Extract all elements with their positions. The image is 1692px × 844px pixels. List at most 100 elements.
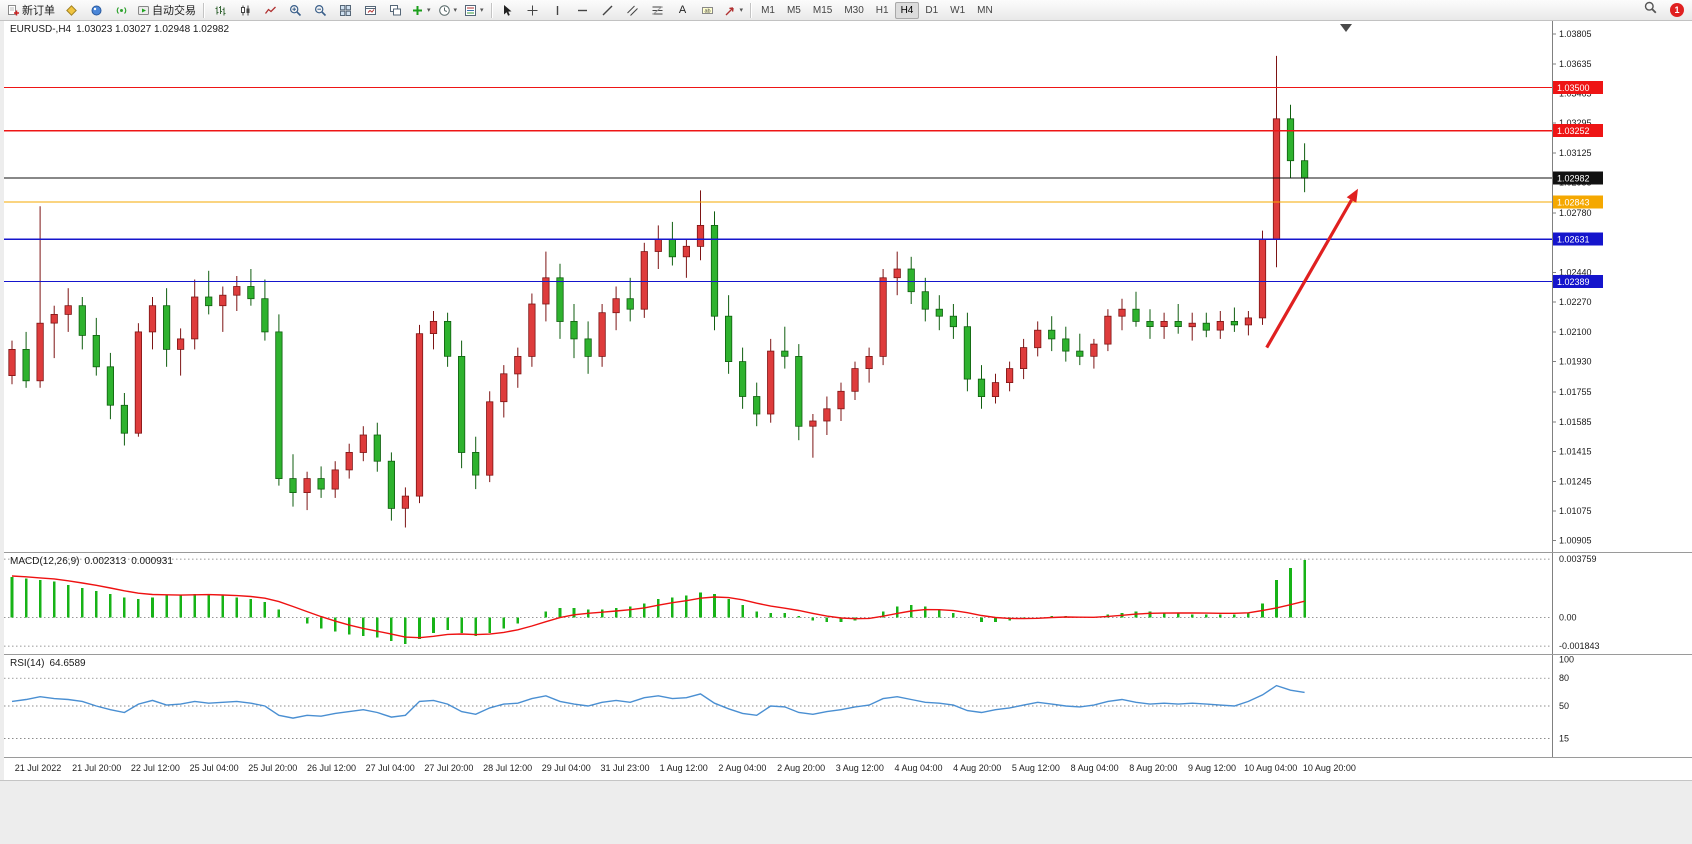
bars-chart-button[interactable] (208, 0, 232, 20)
search-button[interactable] (1638, 0, 1662, 20)
candlestick-series (8, 55, 1309, 528)
svg-text:1.01075: 1.01075 (1559, 506, 1592, 516)
svg-text:1.03805: 1.03805 (1559, 29, 1592, 39)
timeframe-button-h4[interactable]: H4 (894, 1, 920, 19)
candles-icon (240, 5, 249, 15)
text-button-label: A (678, 4, 687, 16)
new-order-icon (8, 4, 19, 15)
svg-text:1.01245: 1.01245 (1559, 476, 1592, 486)
layouts-button[interactable] (84, 0, 108, 20)
rsi-indicator-panel: 100 80 50 15 RSI(14) 64.6589 (4, 655, 1692, 758)
crosshair-icon (527, 5, 538, 15)
time-axis-label: 21 Jul 2022 (14, 763, 62, 773)
timeframe-button-w1[interactable]: W1 (950, 4, 966, 16)
cursor-icon (504, 4, 512, 16)
fibonacci-button[interactable] (646, 0, 670, 20)
time-axis-label: 29 Jul 04:00 (541, 763, 591, 773)
svg-text:15: 15 (1559, 734, 1569, 744)
timeframe-button-d1[interactable]: D1 (925, 4, 939, 16)
channel-icon (627, 5, 638, 16)
svg-text:1.02631: 1.02631 (1557, 235, 1590, 245)
new-order-button[interactable]: 新订单 (4, 0, 58, 20)
autotrading-button[interactable]: 自动交易 (134, 0, 199, 20)
zoom-in-icon (289, 4, 301, 16)
clock-icon (438, 4, 450, 16)
zoom-in-button[interactable] (283, 0, 307, 20)
arrows-button[interactable]: ▾ (721, 0, 747, 20)
chart-window: 1.038051.036351.034651.032951.031251.029… (4, 21, 1692, 780)
indicators-button[interactable]: ▾ (408, 0, 434, 20)
time-axis-label: 22 Jul 12:00 (130, 763, 180, 773)
time-axis-label: 2 Aug 20:00 (777, 763, 826, 773)
metaeditor-icon (65, 4, 77, 16)
autotrading-button-label: 自动交易 (152, 5, 196, 17)
chart-shift-marker[interactable] (1340, 24, 1352, 32)
layouts-icon (91, 5, 101, 15)
fibonacci-icon (652, 5, 663, 15)
timeframe-button-mn[interactable]: MN (977, 4, 993, 16)
timeframe-button-m15[interactable]: M15 (812, 4, 833, 16)
time-axis-label: 25 Jul 04:00 (189, 763, 239, 773)
toolbar-right-cluster: 1 (1638, 0, 1688, 20)
svg-text:100: 100 (1559, 655, 1574, 665)
time-axis-label: 3 Aug 12:00 (835, 763, 884, 773)
time-axis-label: 25 Jul 20:00 (248, 763, 298, 773)
metaeditor-button[interactable] (59, 0, 83, 20)
auto-arrange-button[interactable] (358, 0, 382, 20)
time-axis[interactable]: 21 Jul 2022 21 Jul 20:00 22 Jul 12:00 25 Ju… (4, 758, 1692, 780)
time-axis-label: 10 Aug 04:00 (1244, 763, 1298, 773)
trend-arrow-annotation[interactable] (1265, 188, 1358, 349)
time-axis-label: 8 Aug 04:00 (1070, 763, 1119, 773)
timeframe-button-m30[interactable]: M30 (844, 4, 864, 16)
notifications-badge[interactable]: 1 (1670, 3, 1684, 17)
vline-icon (556, 5, 559, 15)
macd-signal-line (11, 575, 1305, 639)
trendline-button[interactable] (596, 0, 620, 20)
svg-text:1.00905: 1.00905 (1559, 536, 1592, 546)
tile-windows-button[interactable] (333, 0, 357, 20)
hline-icon (578, 9, 588, 11)
cascade-windows-button[interactable] (383, 0, 407, 20)
svg-text:1.03500: 1.03500 (1557, 83, 1590, 93)
time-axis-label: 27 Jul 20:00 (424, 763, 474, 773)
svg-text:ab: ab (704, 8, 710, 14)
time-axis-label: 9 Aug 12:00 (1187, 763, 1237, 773)
line-chart-button[interactable] (258, 0, 282, 20)
horizontal-line-button[interactable] (571, 0, 595, 20)
template-icon (465, 4, 477, 16)
timeframe-button-m5[interactable]: M5 (786, 4, 801, 16)
signals-button[interactable] (109, 0, 133, 20)
svg-text:1.03125: 1.03125 (1559, 148, 1592, 158)
macd-canvas[interactable]: 0.003759 0.00 -0.001843 (4, 553, 1692, 654)
cursor-button[interactable] (496, 0, 520, 20)
crosshair-button[interactable] (521, 0, 545, 20)
price-chart-canvas[interactable]: 1.038051.036351.034651.032951.031251.029… (4, 21, 1692, 552)
bars-icon (215, 5, 225, 15)
periods-button[interactable]: ▾ (435, 0, 461, 20)
chevron-down-icon: ▾ (427, 7, 431, 14)
zoom-out-button[interactable] (308, 0, 332, 20)
svg-text:1.01930: 1.01930 (1559, 357, 1592, 367)
svg-text:0.003759: 0.003759 (1559, 554, 1597, 564)
search-icon (1644, 1, 1656, 14)
timeframe-button-m1[interactable]: M1 (761, 4, 775, 16)
candles-chart-button[interactable] (233, 0, 257, 20)
chevron-down-icon: ▾ (739, 7, 744, 14)
svg-text:50: 50 (1559, 701, 1569, 711)
text-button[interactable]: A (671, 0, 695, 20)
time-axis-label: 10 Aug 20:00 (1302, 763, 1356, 773)
signals-icon (116, 6, 126, 14)
templates-button[interactable]: ▾ (461, 0, 487, 20)
arrange-icon (364, 5, 376, 15)
horizontal-level-lines[interactable]: 1.03500 1.03252 1.02982 1.02843 1.02631 1.023… (4, 80, 1603, 288)
svg-text:1.02780: 1.02780 (1559, 208, 1592, 218)
timeframe-button-h1[interactable]: H1 (875, 4, 889, 16)
rsi-canvas[interactable]: 100 80 50 15 (4, 655, 1692, 757)
time-axis-label: 28 Jul 12:00 (483, 763, 533, 773)
vertical-line-button[interactable] (546, 0, 570, 20)
channel-button[interactable] (621, 0, 645, 20)
text-label-button[interactable]: ab (696, 0, 720, 20)
time-axis-label: 8 Aug 20:00 (1129, 763, 1178, 773)
